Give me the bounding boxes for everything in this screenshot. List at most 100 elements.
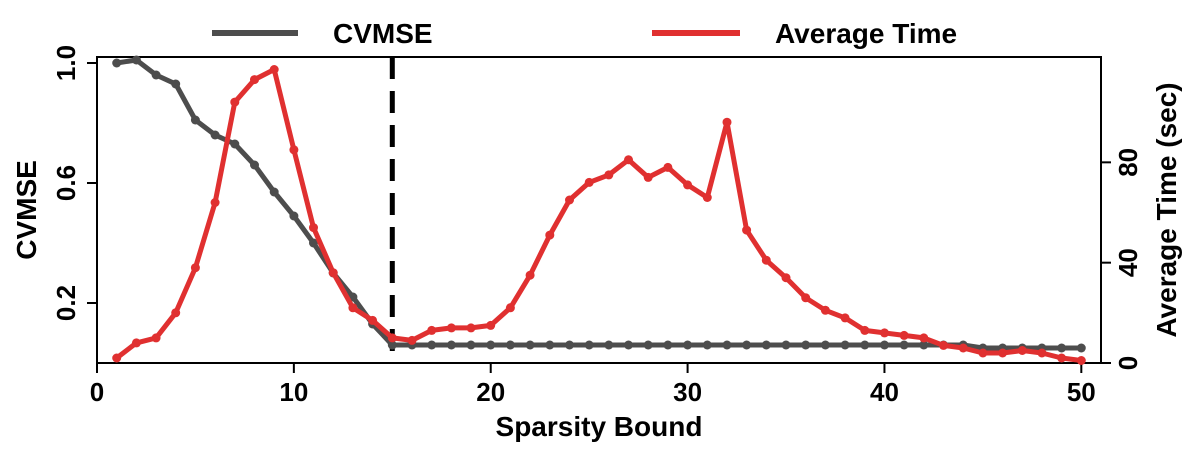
data-point-cvmse <box>880 340 889 350</box>
data-point-cvmse <box>801 340 811 350</box>
data-point-average-time <box>604 170 614 180</box>
data-point-cvmse <box>427 340 437 350</box>
data-point-average-time <box>112 353 122 363</box>
data-point-cvmse <box>309 238 318 248</box>
x-tick-label: 10 <box>279 377 308 407</box>
x-tick-label: 50 <box>1067 377 1096 407</box>
data-point-cvmse <box>230 139 240 149</box>
data-point-average-time <box>250 75 259 85</box>
data-point-average-time <box>880 328 889 338</box>
data-point-cvmse <box>840 340 850 350</box>
data-point-average-time <box>840 313 850 323</box>
y-left-tick-label: 1.0 <box>51 45 81 81</box>
data-point-average-time <box>584 177 594 187</box>
data-point-cvmse <box>604 340 614 350</box>
data-point-cvmse <box>584 340 594 350</box>
data-point-average-time <box>565 195 574 205</box>
data-point-cvmse <box>1076 343 1086 353</box>
x-tick-label: 20 <box>476 377 505 407</box>
data-point-cvmse <box>643 340 653 350</box>
data-point-average-time <box>427 325 437 335</box>
data-point-average-time <box>348 303 358 313</box>
data-point-cvmse <box>565 340 574 350</box>
data-point-cvmse <box>269 187 279 197</box>
data-point-average-time <box>151 333 161 343</box>
data-point-cvmse <box>466 340 476 350</box>
data-point-cvmse <box>486 340 496 350</box>
data-point-cvmse <box>387 340 397 350</box>
data-point-cvmse <box>781 340 791 350</box>
data-point-cvmse <box>545 340 555 350</box>
data-point-average-time <box>1037 348 1047 358</box>
data-point-average-time <box>545 230 555 240</box>
data-point-cvmse <box>505 340 515 350</box>
data-point-cvmse <box>820 340 830 350</box>
data-point-average-time <box>1017 346 1027 355</box>
data-point-average-time <box>407 335 417 345</box>
x-tick-label: 40 <box>870 377 899 407</box>
data-point-average-time <box>1076 356 1086 365</box>
data-point-average-time <box>801 293 811 303</box>
data-point-cvmse <box>525 340 535 350</box>
data-point-average-time <box>939 340 948 350</box>
y-left-tick-label: 0.6 <box>51 165 81 201</box>
data-point-cvmse <box>210 130 220 140</box>
y-left-tick-label: 0.2 <box>51 285 81 321</box>
data-point-average-time <box>643 172 653 182</box>
data-point-average-time <box>998 348 1008 358</box>
y-right-tick-label: 0 <box>1113 356 1143 370</box>
data-point-average-time <box>742 225 752 235</box>
data-point-average-time <box>131 338 141 348</box>
data-point-cvmse <box>131 55 141 65</box>
data-point-cvmse <box>151 70 161 80</box>
data-point-cvmse <box>112 58 122 68</box>
data-point-average-time <box>899 330 909 340</box>
series-line-average-time <box>115 67 1082 363</box>
data-point-cvmse <box>663 340 673 350</box>
data-point-average-time <box>722 117 732 127</box>
data-point-cvmse <box>702 340 712 350</box>
plot-frame <box>96 56 1102 364</box>
data-point-cvmse <box>446 340 456 350</box>
data-point-cvmse <box>860 340 870 350</box>
data-point-average-time <box>781 273 791 283</box>
data-point-average-time <box>820 305 830 315</box>
data-point-average-time <box>466 323 476 333</box>
data-point-cvmse <box>1057 343 1067 353</box>
data-point-average-time <box>171 308 181 318</box>
data-point-average-time <box>978 348 988 358</box>
y-right-tick-label: 80 <box>1113 148 1143 177</box>
series-line-cvmse <box>116 57 1082 351</box>
data-point-average-time <box>683 180 693 190</box>
data-point-average-time <box>289 145 299 155</box>
data-point-cvmse <box>190 115 200 125</box>
data-point-cvmse <box>683 340 693 350</box>
series-cvmse <box>112 55 1086 353</box>
data-point-average-time <box>210 198 220 207</box>
data-point-average-time <box>387 333 397 343</box>
y-axis-right: 0 40 80 <box>1101 148 1143 370</box>
data-point-average-time <box>486 320 496 330</box>
data-point-cvmse <box>899 340 909 350</box>
data-point-average-time <box>919 333 929 343</box>
data-point-cvmse <box>250 160 259 170</box>
data-point-cvmse <box>722 340 732 350</box>
data-point-cvmse <box>624 340 633 350</box>
series-average-time <box>112 65 1086 365</box>
data-point-cvmse <box>742 340 752 350</box>
data-point-average-time <box>1057 353 1067 363</box>
y-axis-left-title: CVMSE <box>11 160 42 260</box>
y-right-tick-label: 40 <box>1113 248 1143 277</box>
y-axis-left: 0.2 0.6 1.0 <box>51 45 97 321</box>
data-point-cvmse <box>171 79 181 89</box>
data-point-average-time <box>309 223 318 233</box>
x-axis-title: Sparsity Bound <box>496 411 703 442</box>
data-point-average-time <box>446 323 456 333</box>
legend-label-average-time: Average Time <box>775 18 957 49</box>
data-point-average-time <box>624 155 633 165</box>
y-axis-right-title: Average Time (sec) <box>1151 82 1182 337</box>
data-point-average-time <box>860 325 870 335</box>
series-layer <box>112 55 1086 365</box>
x-tick-label: 30 <box>673 377 702 407</box>
